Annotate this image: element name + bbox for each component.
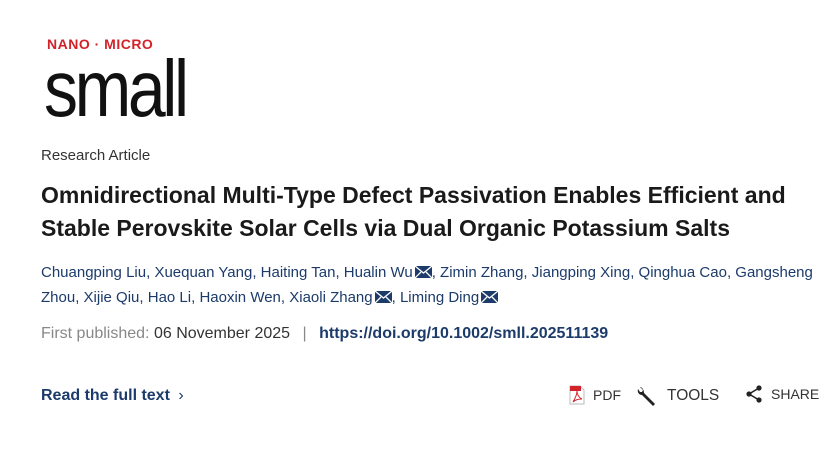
wrench-icon: [637, 387, 655, 406]
tools-label: TOOLS: [667, 387, 720, 404]
share-label: SHARE: [771, 386, 820, 402]
article-title: Omnidirectional Multi-Type Defect Passiv…: [41, 182, 786, 241]
chevron-right-icon: ›: [178, 387, 184, 404]
author-link[interactable]: Hualin Wu: [343, 264, 413, 281]
author-link[interactable]: Jiangping Xing: [531, 264, 631, 281]
separator: |: [302, 325, 307, 342]
author-link[interactable]: Hao Li: [147, 289, 192, 306]
author-link[interactable]: Liming Ding: [399, 289, 480, 306]
published-label: First published:: [41, 325, 150, 342]
action-bar: Read the full text › PDF TOOLS SHARE: [41, 383, 826, 409]
share-button[interactable]: SHARE: [745, 385, 819, 403]
author-link[interactable]: Haiting Tan: [260, 264, 336, 281]
author-link[interactable]: Haoxin Wen: [199, 289, 281, 306]
author-link[interactable]: Zimin Zhang: [440, 264, 524, 281]
author-list: Chuangping Liu, Xuequan Yang, Haiting Ta…: [41, 264, 813, 306]
pdf-button[interactable]: PDF: [569, 385, 621, 405]
article-type: Research Article: [41, 147, 151, 164]
logo-word: small: [44, 44, 189, 133]
author-link[interactable]: Xiaoli Zhang: [289, 289, 373, 306]
publication-info: First published: 06 November 2025 | http…: [41, 323, 826, 345]
pdf-label: PDF: [593, 387, 621, 403]
journal-logo[interactable]: NANO · MICRO small: [44, 36, 204, 133]
author-link[interactable]: Xijie Qiu: [83, 289, 140, 306]
author-link[interactable]: Gangsheng Zhou: [41, 264, 813, 306]
author-link[interactable]: Qinghua Cao: [638, 264, 727, 281]
pdf-icon: [569, 385, 585, 405]
envelope-icon[interactable]: [481, 291, 499, 303]
envelope-icon[interactable]: [414, 266, 432, 278]
read-full-text-link[interactable]: Read the full text ›: [41, 387, 184, 405]
tools-button[interactable]: TOOLS: [637, 385, 719, 407]
logo-tag: NANO · MICRO: [47, 36, 154, 52]
envelope-icon[interactable]: [374, 291, 392, 303]
author-link[interactable]: Chuangping Liu: [41, 264, 147, 281]
article-header: Research Article Omnidirectional Multi-T…: [41, 146, 826, 409]
doi-link[interactable]: https://doi.org/10.1002/smll.202511139: [319, 325, 609, 342]
author-link[interactable]: Xuequan Yang: [154, 264, 253, 281]
published-date: 06 November 2025: [153, 325, 291, 342]
share-icon: [746, 385, 762, 403]
read-full-text-label: Read the full text: [41, 387, 170, 404]
